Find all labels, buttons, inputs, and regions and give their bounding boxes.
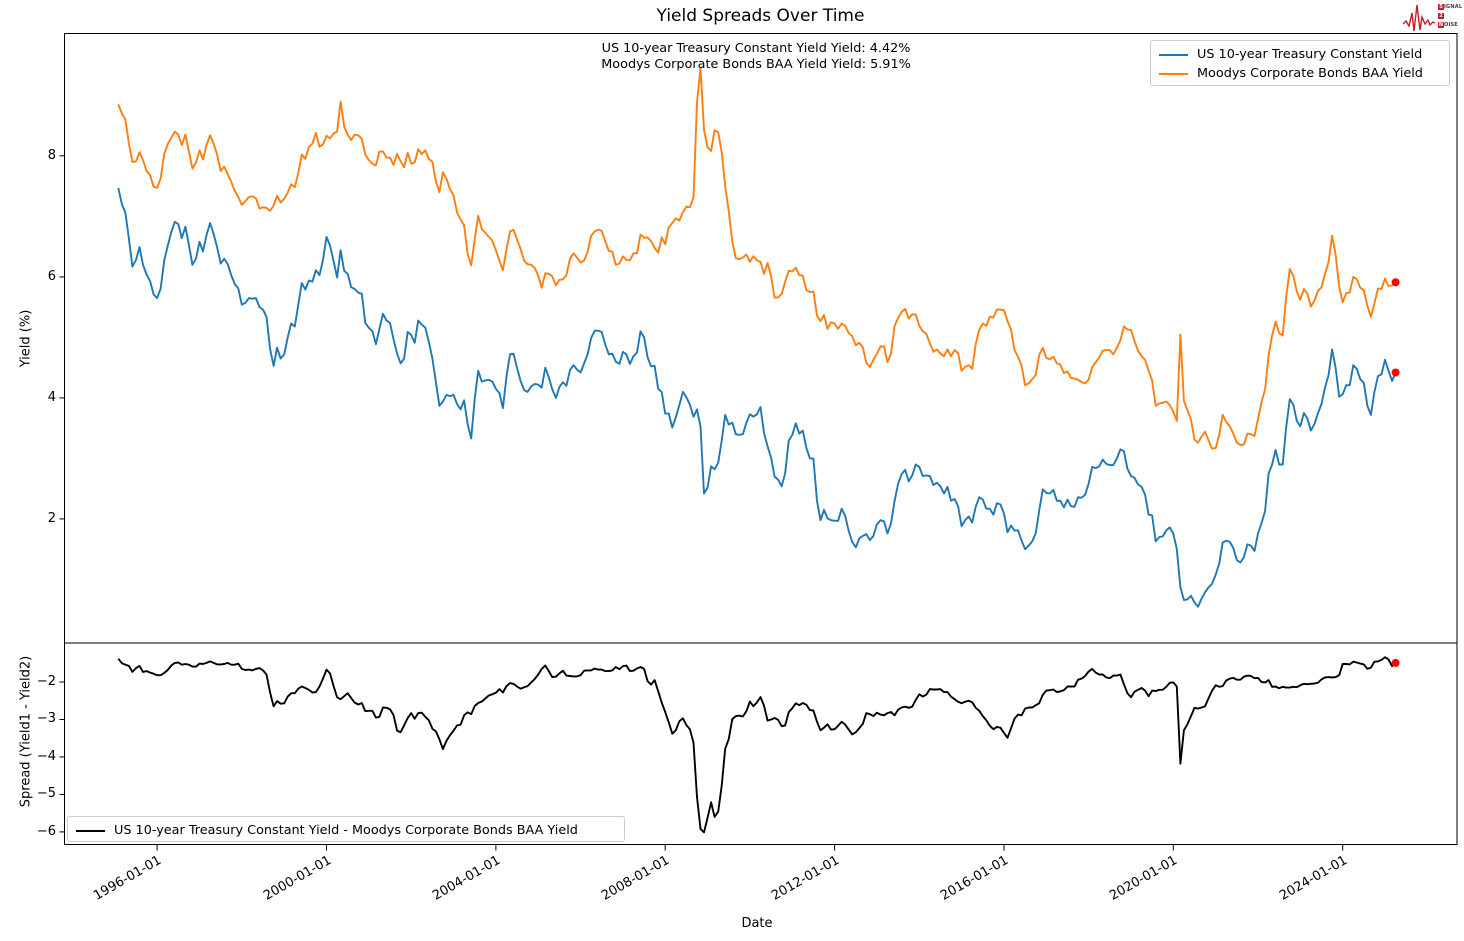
legend-line-sample — [1159, 72, 1188, 75]
signal2noise-logo: SIGNAL 2 NOISE — [1402, 1, 1462, 35]
y-tick-label: 6 — [47, 269, 56, 284]
y-tick-label: 8 — [47, 148, 56, 163]
end-marker-dot — [1391, 658, 1400, 667]
bottom-panel-spines — [64, 642, 1458, 845]
series-line-spread — [117, 656, 1397, 834]
legend-label: Moodys Corporate Bonds BAA Yield — [1197, 66, 1423, 81]
end-marker-dot — [1391, 368, 1400, 377]
y-axis-label-yield: Yield (%) — [18, 309, 34, 368]
legend-item: US 10-year Treasury Constant Yield - Moo… — [76, 821, 616, 840]
y-tick-label: −4 — [36, 749, 56, 764]
legend-line-sample — [1159, 53, 1188, 56]
logo-waveform-icon — [1402, 4, 1436, 32]
series-line-baa — [117, 67, 1397, 450]
y-tick-label: −2 — [36, 674, 56, 689]
legend-bottom: US 10-year Treasury Constant Yield - Moo… — [67, 816, 625, 842]
annotation-line-baa: Moodys Corporate Bonds BAA Yield Yield: … — [601, 56, 911, 72]
top-panel-spines — [64, 33, 1458, 644]
logo-letters: OISE — [1444, 22, 1458, 28]
logo-boxed-letter: N — [1438, 22, 1444, 28]
logo-letters: IGNAL — [1444, 4, 1463, 10]
legend-item: US 10-year Treasury Constant Yield — [1159, 45, 1441, 64]
x-axis-label-date: Date — [741, 916, 773, 931]
legend-label: US 10-year Treasury Constant Yield — [1197, 47, 1423, 62]
y-tick-label: 2 — [47, 511, 56, 526]
chart-title: Yield Spreads Over Time — [656, 6, 865, 26]
logo-text-row: SIGNAL — [1438, 4, 1462, 13]
legend-label: US 10-year Treasury Constant Yield - Moo… — [114, 823, 578, 838]
y-tick-label: 4 — [47, 390, 56, 405]
end-marker-dot — [1391, 278, 1400, 287]
series-line-treasury — [117, 187, 1397, 608]
legend-top: US 10-year Treasury Constant Yield Moodys… — [1150, 40, 1450, 86]
annotation-line-treasury: US 10-year Treasury Constant Yield Yield… — [601, 41, 911, 56]
logo-boxed-letter: S — [1438, 4, 1444, 10]
y-tick-label: −6 — [36, 824, 56, 839]
final-values-annotation: US 10-year Treasury Constant Yield Yield… — [456, 41, 1056, 72]
logo-text-row: NOISE — [1438, 22, 1462, 31]
logo-text: SIGNAL 2 NOISE — [1438, 4, 1462, 31]
logo-boxed-letter: 2 — [1438, 13, 1444, 19]
legend-line-sample — [76, 829, 105, 832]
logo-text-row: 2 — [1438, 13, 1462, 22]
y-tick-label: −3 — [36, 711, 56, 726]
y-tick-label: −5 — [36, 786, 56, 801]
legend-item: Moodys Corporate Bonds BAA Yield — [1159, 64, 1441, 83]
